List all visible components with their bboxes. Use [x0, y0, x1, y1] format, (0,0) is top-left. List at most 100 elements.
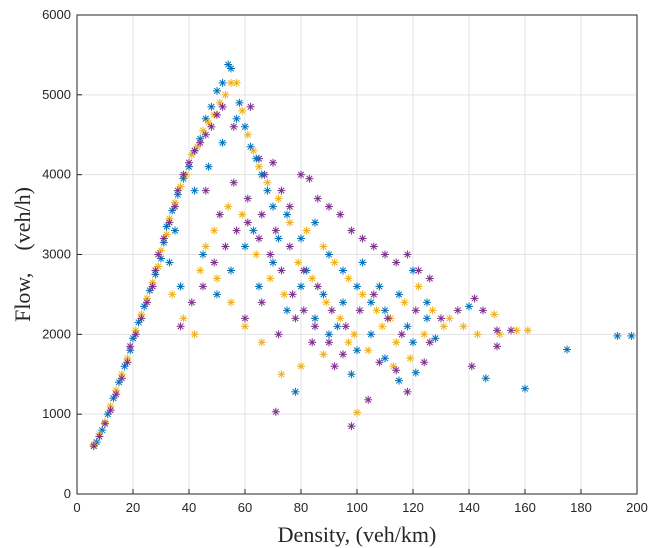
data-point	[523, 326, 532, 335]
x-tick-label: 200	[626, 500, 648, 515]
data-point	[241, 122, 249, 131]
data-point	[327, 306, 336, 315]
data-point	[227, 266, 235, 275]
data-point	[204, 162, 213, 171]
data-point	[299, 306, 308, 315]
data-point	[465, 302, 473, 311]
data-point	[414, 282, 423, 291]
data-point	[308, 338, 317, 347]
y-tick-label: 4000	[42, 167, 71, 182]
data-point	[263, 178, 272, 187]
data-point	[126, 342, 135, 351]
data-point	[246, 102, 255, 111]
data-point	[333, 322, 342, 331]
data-point	[207, 122, 216, 131]
data-point	[285, 218, 294, 227]
data-point	[252, 250, 261, 259]
data-point	[325, 330, 333, 339]
data-point	[364, 395, 373, 404]
data-point	[227, 64, 235, 73]
y-tick-label: 5000	[42, 87, 71, 102]
data-point	[243, 194, 252, 203]
data-point	[213, 290, 221, 299]
data-point	[241, 322, 249, 331]
data-point	[213, 110, 221, 119]
data-point	[375, 282, 384, 291]
data-point	[207, 102, 216, 111]
data-point	[255, 282, 263, 291]
data-point	[249, 146, 258, 155]
data-point	[493, 326, 501, 335]
data-point	[201, 242, 210, 251]
data-point	[159, 234, 168, 243]
x-tick-label: 160	[514, 500, 536, 515]
data-point	[255, 234, 263, 243]
x-tick-label: 0	[73, 500, 80, 515]
x-axis-label: Density, (veh/km)	[278, 522, 437, 547]
data-point	[479, 306, 487, 315]
data-point	[196, 266, 205, 275]
data-point	[277, 266, 286, 275]
data-point	[367, 330, 375, 339]
data-point	[201, 130, 210, 139]
data-point	[266, 274, 275, 283]
data-point	[190, 146, 199, 155]
data-point	[297, 362, 305, 371]
data-point	[221, 242, 230, 251]
data-point	[171, 226, 179, 235]
data-point	[383, 314, 392, 323]
y-tick-label: 2000	[42, 326, 71, 341]
data-point	[367, 298, 375, 307]
data-points	[89, 60, 636, 451]
data-point	[263, 186, 272, 195]
data-point	[420, 358, 429, 367]
data-point	[112, 390, 121, 399]
data-point	[358, 290, 367, 299]
data-point	[392, 338, 401, 347]
data-point	[294, 258, 303, 267]
data-point	[299, 266, 308, 275]
data-point	[563, 345, 571, 354]
data-point	[325, 250, 333, 259]
data-point	[224, 202, 233, 211]
data-point	[199, 250, 207, 259]
data-point	[350, 330, 359, 339]
data-point	[143, 298, 151, 307]
data-point	[490, 310, 499, 319]
data-point	[277, 186, 286, 195]
data-point	[425, 274, 434, 283]
data-point	[411, 306, 420, 315]
data-point	[249, 226, 258, 235]
data-point	[274, 234, 283, 243]
data-point	[319, 290, 328, 299]
data-point	[257, 298, 266, 307]
data-point	[101, 419, 109, 428]
data-point	[271, 226, 280, 235]
data-point	[378, 322, 387, 331]
data-point	[308, 274, 317, 283]
data-point	[358, 258, 367, 267]
data-point	[218, 138, 227, 147]
data-point	[493, 342, 501, 351]
data-point	[322, 298, 331, 307]
data-point	[210, 258, 219, 267]
data-point	[437, 314, 445, 323]
data-point	[288, 290, 297, 299]
data-point	[420, 330, 429, 339]
data-point	[123, 358, 132, 367]
data-point	[179, 314, 188, 323]
data-point	[285, 202, 294, 211]
data-point	[238, 106, 247, 115]
data-point	[173, 186, 182, 195]
data-point	[389, 362, 398, 371]
data-point	[336, 314, 345, 323]
data-point	[347, 226, 356, 235]
data-point	[229, 178, 238, 187]
axis-ticks: 0 20 40 60 80 100 120 140 160 180 2000100020003000…	[42, 7, 648, 515]
data-point	[372, 306, 381, 315]
data-point	[269, 202, 277, 211]
data-point	[266, 250, 275, 259]
data-point	[168, 290, 177, 299]
data-point	[330, 258, 339, 267]
